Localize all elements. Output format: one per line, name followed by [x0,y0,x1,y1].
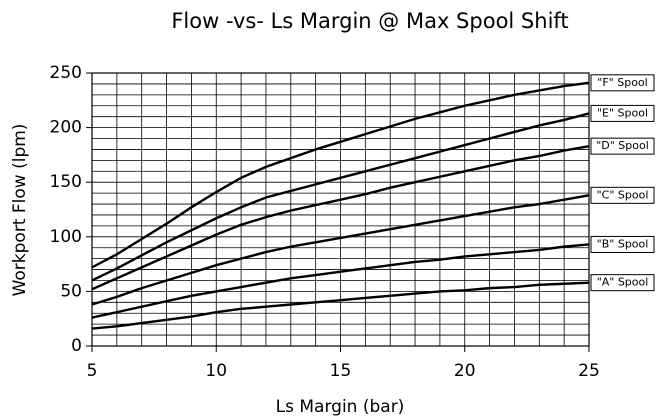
series-label-box [590,74,655,92]
x-tick-label: 15 [330,361,352,381]
y-tick-label: 200 [50,118,82,138]
series-label-box [590,235,655,253]
series-label: "E" Spool [597,106,648,119]
series-line [91,112,590,282]
y-tick-label: 150 [50,172,82,192]
series-label: "C" Spool [597,188,649,201]
x-tick-label: 25 [578,361,600,381]
series-line [91,281,590,330]
y-tick-label: 250 [50,63,82,83]
chart-title: Flow -vs- Ls Margin @ Max Spool Shift [171,9,568,33]
series-line [91,144,590,291]
y-tick-label: 100 [50,227,82,247]
series-line [91,243,590,319]
series-label-box [590,274,655,292]
series-label: "B" Spool [597,237,649,250]
x-axis-label: Ls Margin (bar) [276,397,405,417]
series-label: "A" Spool [597,276,649,289]
x-tick-label: 5 [87,361,98,381]
y-tick-label: 0 [71,336,82,356]
series-label-box [590,137,655,155]
series-line [91,81,590,269]
x-tick-label: 20 [454,361,476,381]
series-label-box [590,186,655,204]
series-label: "F" Spool [597,76,647,89]
y-tick-label: 50 [60,281,82,301]
y-axis-label: Workport Flow (lpm) [10,124,30,297]
series-label: "D" Spool [596,139,649,152]
series-label-box [590,104,655,122]
x-tick-label: 10 [205,361,227,381]
series-line [91,194,590,306]
